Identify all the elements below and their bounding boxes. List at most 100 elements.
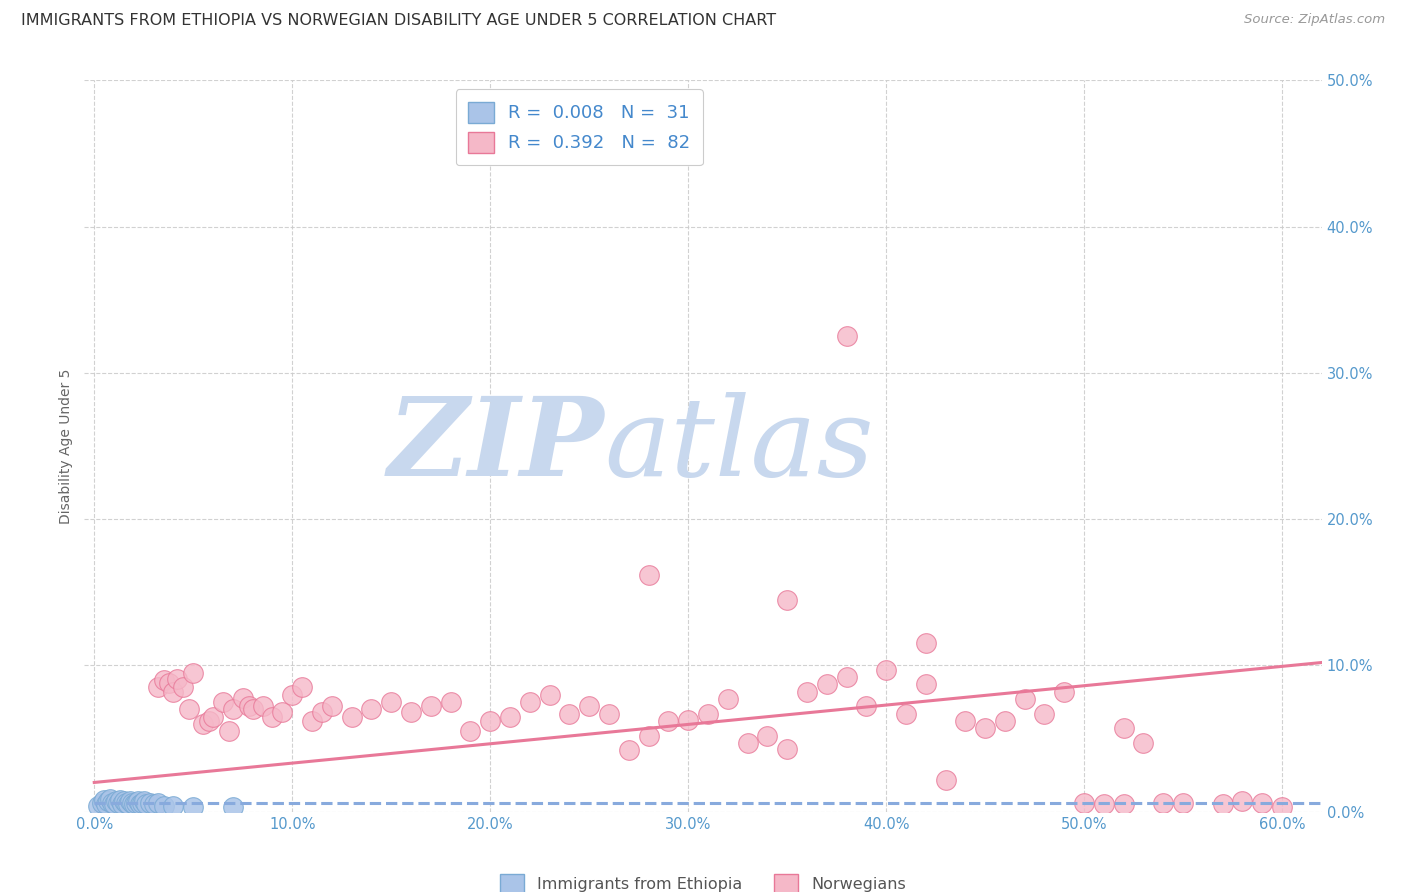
Point bbox=[121, 796, 143, 810]
Point bbox=[117, 797, 139, 812]
Point bbox=[125, 796, 148, 810]
Legend: Immigrants from Ethiopia, Norwegians: Immigrants from Ethiopia, Norwegians bbox=[494, 867, 912, 892]
Point bbox=[460, 724, 482, 739]
Point bbox=[578, 699, 600, 714]
Point bbox=[1092, 797, 1115, 812]
Point bbox=[238, 699, 260, 714]
Point bbox=[87, 798, 110, 813]
Point bbox=[242, 702, 264, 716]
Point bbox=[202, 709, 225, 723]
Point bbox=[955, 714, 977, 728]
Point bbox=[1171, 796, 1194, 810]
Point bbox=[598, 706, 620, 721]
Point bbox=[111, 797, 134, 812]
Point bbox=[181, 800, 204, 814]
Point bbox=[222, 800, 245, 814]
Point bbox=[91, 796, 114, 810]
Point bbox=[218, 724, 240, 739]
Point bbox=[222, 702, 245, 716]
Point bbox=[538, 688, 561, 702]
Point bbox=[118, 795, 141, 809]
Point bbox=[166, 672, 188, 686]
Point bbox=[1132, 736, 1154, 750]
Point bbox=[101, 796, 124, 810]
Point bbox=[162, 685, 184, 699]
Point bbox=[232, 690, 254, 705]
Point bbox=[340, 709, 363, 723]
Point bbox=[875, 663, 897, 677]
Point bbox=[159, 676, 181, 690]
Y-axis label: Disability Age Under 5: Disability Age Under 5 bbox=[59, 368, 73, 524]
Point bbox=[107, 796, 129, 810]
Point bbox=[138, 796, 160, 810]
Point bbox=[1014, 692, 1036, 706]
Point bbox=[894, 706, 917, 721]
Point bbox=[519, 695, 541, 709]
Point bbox=[676, 713, 699, 727]
Point bbox=[135, 797, 157, 812]
Point bbox=[105, 795, 128, 809]
Point bbox=[108, 793, 131, 807]
Point bbox=[835, 670, 858, 684]
Point bbox=[1271, 800, 1294, 814]
Point bbox=[132, 795, 155, 809]
Point bbox=[835, 329, 858, 343]
Text: IMMIGRANTS FROM ETHIOPIA VS NORWEGIAN DISABILITY AGE UNDER 5 CORRELATION CHART: IMMIGRANTS FROM ETHIOPIA VS NORWEGIAN DI… bbox=[21, 13, 776, 29]
Point bbox=[934, 772, 956, 787]
Point bbox=[172, 681, 194, 695]
Point bbox=[756, 729, 779, 743]
Point bbox=[132, 796, 155, 810]
Point bbox=[439, 695, 461, 709]
Point bbox=[617, 743, 640, 757]
Point bbox=[301, 714, 323, 728]
Point bbox=[399, 705, 422, 719]
Point bbox=[1073, 796, 1095, 810]
Point bbox=[146, 681, 169, 695]
Point bbox=[637, 729, 659, 743]
Point bbox=[162, 798, 184, 813]
Point bbox=[281, 688, 304, 702]
Point bbox=[128, 797, 150, 812]
Point bbox=[271, 705, 294, 719]
Point bbox=[98, 791, 121, 805]
Point bbox=[1212, 797, 1234, 812]
Point bbox=[97, 795, 120, 809]
Point bbox=[93, 797, 115, 812]
Point bbox=[1232, 795, 1254, 809]
Point bbox=[142, 800, 165, 814]
Text: ZIP: ZIP bbox=[388, 392, 605, 500]
Point bbox=[855, 699, 877, 714]
Point bbox=[212, 695, 235, 709]
Point bbox=[1112, 797, 1135, 812]
Point bbox=[198, 714, 221, 728]
Point bbox=[142, 797, 165, 812]
Point bbox=[914, 677, 936, 691]
Point bbox=[127, 795, 149, 809]
Point bbox=[1152, 796, 1174, 810]
Point bbox=[796, 685, 818, 699]
Text: Source: ZipAtlas.com: Source: ZipAtlas.com bbox=[1244, 13, 1385, 27]
Point bbox=[697, 706, 720, 721]
Point bbox=[146, 796, 169, 810]
Point bbox=[499, 709, 522, 723]
Point bbox=[479, 714, 502, 728]
Point bbox=[994, 714, 1017, 728]
Point bbox=[191, 717, 214, 731]
Point bbox=[131, 796, 153, 810]
Text: atlas: atlas bbox=[605, 392, 873, 500]
Point bbox=[717, 692, 740, 706]
Point bbox=[776, 592, 799, 607]
Point bbox=[914, 636, 936, 650]
Point bbox=[181, 665, 204, 680]
Point bbox=[1112, 722, 1135, 736]
Point bbox=[262, 709, 284, 723]
Point bbox=[152, 798, 174, 813]
Point bbox=[112, 795, 135, 809]
Point bbox=[152, 673, 174, 687]
Point bbox=[1033, 706, 1056, 721]
Point bbox=[94, 797, 117, 812]
Point bbox=[815, 677, 838, 691]
Point bbox=[122, 798, 145, 813]
Point bbox=[637, 567, 659, 582]
Point bbox=[1053, 685, 1076, 699]
